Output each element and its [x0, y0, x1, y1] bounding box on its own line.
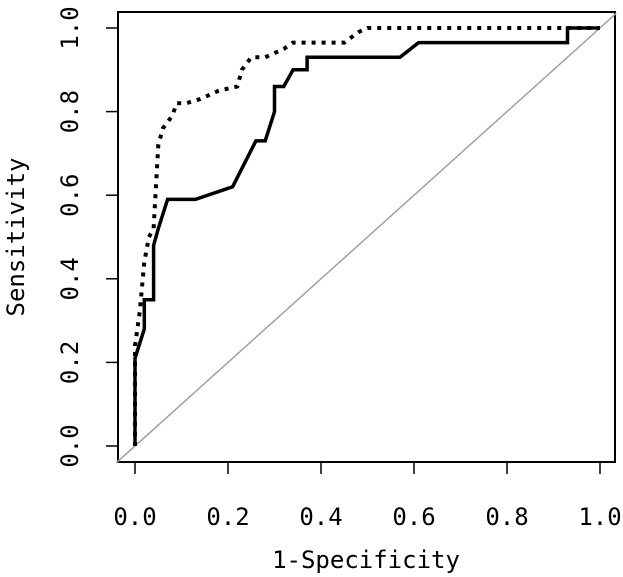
y-tick-label: 1.0 [56, 6, 84, 49]
x-axis-title: 1-Specificity [272, 546, 460, 574]
y-tick-label: 0.8 [56, 90, 84, 133]
y-tick-label: 0.0 [56, 424, 84, 467]
solid-roc-curve [133, 26, 600, 446]
reference-diagonal-line [115, 12, 617, 464]
x-tick-label: 0.4 [299, 503, 342, 531]
y-axis-title: Sensitivity [2, 158, 30, 317]
series-layer [133, 26, 600, 446]
x-tick-label: 0.2 [206, 503, 249, 531]
y-axis: 0.0 0.2 0.4 0.6 0.8 1.0 [56, 6, 119, 468]
x-tick-label: 0.8 [485, 503, 528, 531]
x-axis: 0.0 0.2 0.4 0.6 0.8 1.0 [113, 461, 622, 531]
y-tick-label: 0.4 [56, 257, 84, 300]
y-tick-label: 0.6 [56, 174, 84, 217]
x-tick-label: 1.0 [578, 503, 621, 531]
y-tick-label: 0.2 [56, 341, 84, 384]
x-tick-label: 0.6 [392, 503, 435, 531]
dotted-roc-curve [133, 26, 600, 446]
x-tick-label: 0.0 [113, 503, 156, 531]
